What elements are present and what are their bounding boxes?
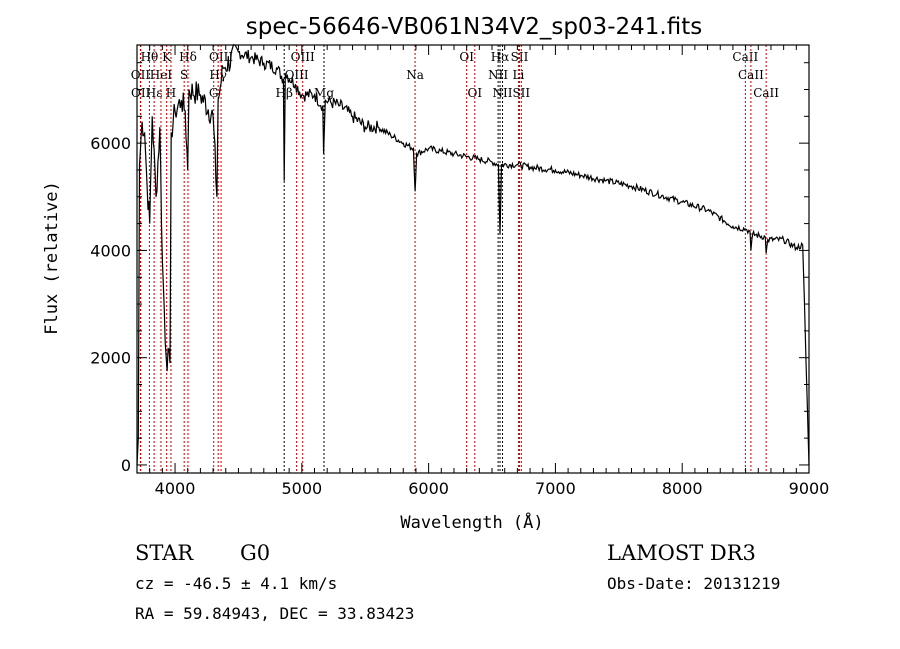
x-axis-label: Wavelength (Å) [400,511,543,533]
spectral-line-label: SII [511,50,529,64]
object-subclass: G0 [240,541,270,565]
spectral-line-label: Hα [491,50,510,64]
spectral-line-label: Hβ [276,86,293,100]
y-tick-label: 6000 [90,134,131,153]
spectral-line-label: OIII [291,50,315,64]
spectral-line-label: Hε [146,86,163,100]
x-tick-label: 5000 [281,479,322,498]
spectral-line-label: SII [512,86,530,100]
plot-frame [136,44,810,474]
spectral-line-label: S [180,68,188,82]
spectral-line-label: Li [512,68,524,82]
spectral-line-label: Hθ [141,50,159,64]
spectral-line-label: OII [131,86,151,100]
object-class: STAR [135,541,194,565]
y-tick-label: 4000 [90,241,131,260]
x-tick-label: 8000 [662,479,703,498]
spectrum-line [136,44,810,466]
y-tick-label: 2000 [90,349,131,368]
y-axis-label: Flux (relative) [42,181,62,335]
spectral-line-label: NII [493,86,513,100]
redshift-cz: cz = -46.5 ± 4.1 km/s [135,574,337,593]
spectral-line-label: G [209,86,219,100]
coordinates: RA = 59.84943, DEC = 33.83423 [135,604,414,623]
y-tick-label: 0 [121,456,131,475]
spectral-line-label: CaII [753,86,779,100]
x-tick-label: 6000 [408,479,449,498]
survey-name: LAMOST DR3 [607,541,756,565]
spectral-line-label: H [166,86,176,100]
spectral-line-label: OIII [285,68,309,82]
x-tick-label: 9000 [789,479,830,498]
spectral-line-label: NII [488,68,508,82]
chart-title: spec-56646-VB061N34V2_sp03-241.fits [246,14,702,40]
spectral-line-label: Hγ [209,68,227,82]
spectral-line-label: Na [406,68,424,82]
spectral-line-label: K [162,50,172,64]
spectral-line-label: HeI [150,68,173,82]
spectral-line-label: Hδ [179,50,197,64]
spectral-line-label: CaII [732,50,758,64]
spectral-line-label: OI [467,86,482,100]
obs-date: Obs-Date: 20131219 [607,574,780,593]
x-tick-label: 7000 [535,479,576,498]
x-tick-label: 4000 [155,479,196,498]
spectral-line-label: OIII [209,50,233,64]
spectral-line-label: CaII [738,68,764,82]
spectral-line-label: OI [459,50,474,64]
